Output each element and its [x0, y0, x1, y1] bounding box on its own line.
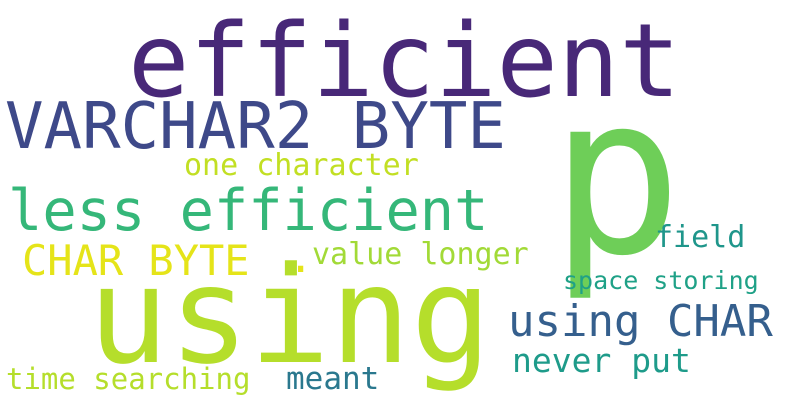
word-efficient: efficient [128, 2, 681, 121]
word-using: using [88, 238, 492, 394]
word-p: p [550, 48, 683, 304]
word-space-storing: space storing [563, 266, 759, 295]
word-using-char: using CHAR [508, 296, 773, 347]
word-one-character: one character [184, 148, 419, 183]
word-field: field [655, 220, 746, 255]
word-dot: . [288, 233, 314, 282]
word-char-byte: CHAR BYTE [22, 236, 250, 285]
word-never-put: never put [512, 341, 691, 380]
word-value-longer: value longer [312, 237, 529, 272]
word-meant: meant [286, 361, 380, 397]
word-varchar2-byte: VARCHAR2 BYTE [5, 90, 506, 164]
word-time-searching: time searching [6, 362, 251, 396]
word-less-efficient: less efficient [8, 178, 489, 244]
